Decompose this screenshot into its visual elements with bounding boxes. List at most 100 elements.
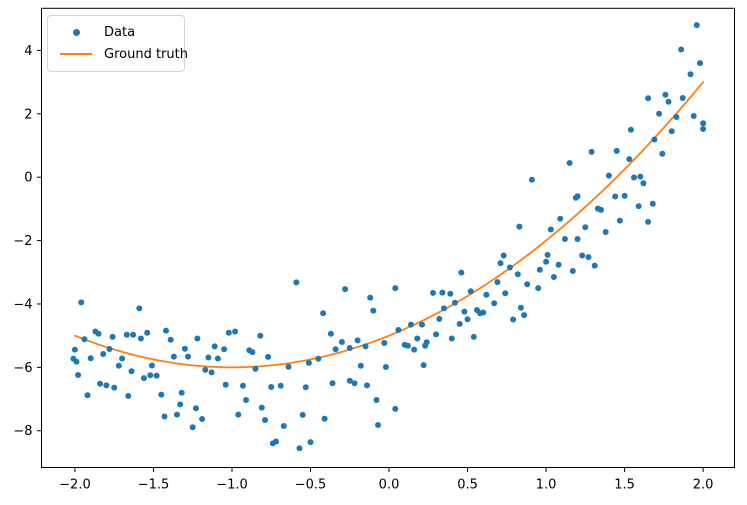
y-tick-label: −2 [13, 234, 32, 249]
data-point [448, 335, 455, 342]
data-point [257, 332, 264, 339]
y-tick-label: −6 [13, 361, 32, 376]
data-point [491, 300, 498, 307]
y-tick-label: 4 [24, 44, 32, 59]
ground-truth-curve [74, 81, 704, 369]
data-point [433, 331, 440, 338]
data-point [302, 384, 309, 391]
data-point [662, 91, 669, 98]
data-point [141, 375, 147, 382]
data-point [78, 299, 85, 306]
data-point [547, 226, 554, 233]
data-point [161, 413, 168, 420]
data-point [679, 95, 686, 101]
data-point [521, 312, 528, 319]
data-point [392, 285, 399, 292]
data-point [635, 203, 642, 210]
data-point [73, 358, 80, 365]
y-tick-label: 2 [24, 107, 32, 122]
data-point [419, 321, 425, 328]
data-point [370, 307, 377, 314]
data-point [346, 377, 353, 384]
data-point [656, 110, 663, 117]
x-tick-label: 0.0 [379, 478, 400, 493]
data-point [205, 354, 212, 361]
data-point [81, 336, 88, 343]
data-point [225, 329, 232, 336]
data-point [375, 422, 381, 428]
data-point [693, 22, 700, 29]
x-tick-label: 1.5 [614, 478, 635, 493]
data-point [649, 200, 656, 207]
data-point [153, 372, 160, 379]
data-point [119, 355, 126, 362]
data-point [95, 330, 102, 337]
data-point [202, 366, 209, 373]
data-point [637, 173, 644, 180]
x-tick-label: 2.0 [693, 478, 714, 493]
data-point [170, 353, 177, 360]
data-point [613, 147, 620, 154]
data-point [100, 351, 107, 357]
data-point [299, 411, 306, 418]
line-marker-icon [60, 53, 92, 55]
data-point [645, 218, 652, 225]
data-point [572, 194, 579, 201]
data-point [550, 274, 557, 280]
y-tick-label: −4 [13, 297, 32, 312]
data-point [381, 340, 388, 346]
data-point [199, 416, 206, 422]
data-point [84, 392, 91, 399]
data-point [315, 355, 322, 362]
data-point [690, 113, 697, 119]
data-point [528, 176, 535, 183]
data-point [177, 401, 184, 408]
legend-marker-col [56, 53, 96, 55]
data-point [673, 114, 680, 120]
data-point [651, 136, 658, 143]
data-point [71, 346, 78, 353]
data-point [467, 288, 474, 295]
data-point [514, 271, 521, 278]
data-point [214, 355, 221, 362]
data-point [422, 342, 429, 349]
data-point [543, 258, 550, 265]
data-point [602, 229, 609, 235]
data-point [557, 215, 564, 222]
data-point [502, 290, 509, 297]
data-point [621, 192, 628, 199]
data-point [411, 346, 418, 353]
data-point [320, 310, 327, 317]
data-point [555, 261, 562, 268]
data-point [665, 98, 672, 105]
legend-label-data: Data [104, 24, 136, 40]
y-tick-label: −8 [13, 424, 32, 439]
data-point [612, 193, 619, 200]
data-point [640, 180, 647, 187]
data-point [273, 438, 279, 445]
data-point [516, 223, 523, 230]
data-point [585, 254, 592, 261]
data-point [470, 333, 477, 340]
legend-label-ground-truth: Ground truth [104, 46, 188, 62]
data-point [631, 174, 637, 181]
data-point [111, 384, 118, 391]
data-point [123, 331, 130, 338]
data-point [582, 224, 589, 231]
data-point [436, 315, 443, 322]
data-point [351, 380, 358, 387]
data-point [109, 333, 116, 340]
data-point [700, 126, 707, 132]
data-point [561, 236, 568, 242]
data-point [367, 294, 374, 301]
data-point [130, 331, 137, 338]
data-point [536, 266, 543, 273]
x-tick-label: −2.0 [59, 478, 91, 493]
data-point [464, 316, 471, 323]
data-point [616, 217, 623, 224]
data-point [494, 279, 501, 286]
legend-item-ground-truth: Ground truth [56, 43, 188, 65]
data-point [321, 415, 328, 422]
data-point [258, 404, 265, 411]
data-point [232, 328, 239, 335]
